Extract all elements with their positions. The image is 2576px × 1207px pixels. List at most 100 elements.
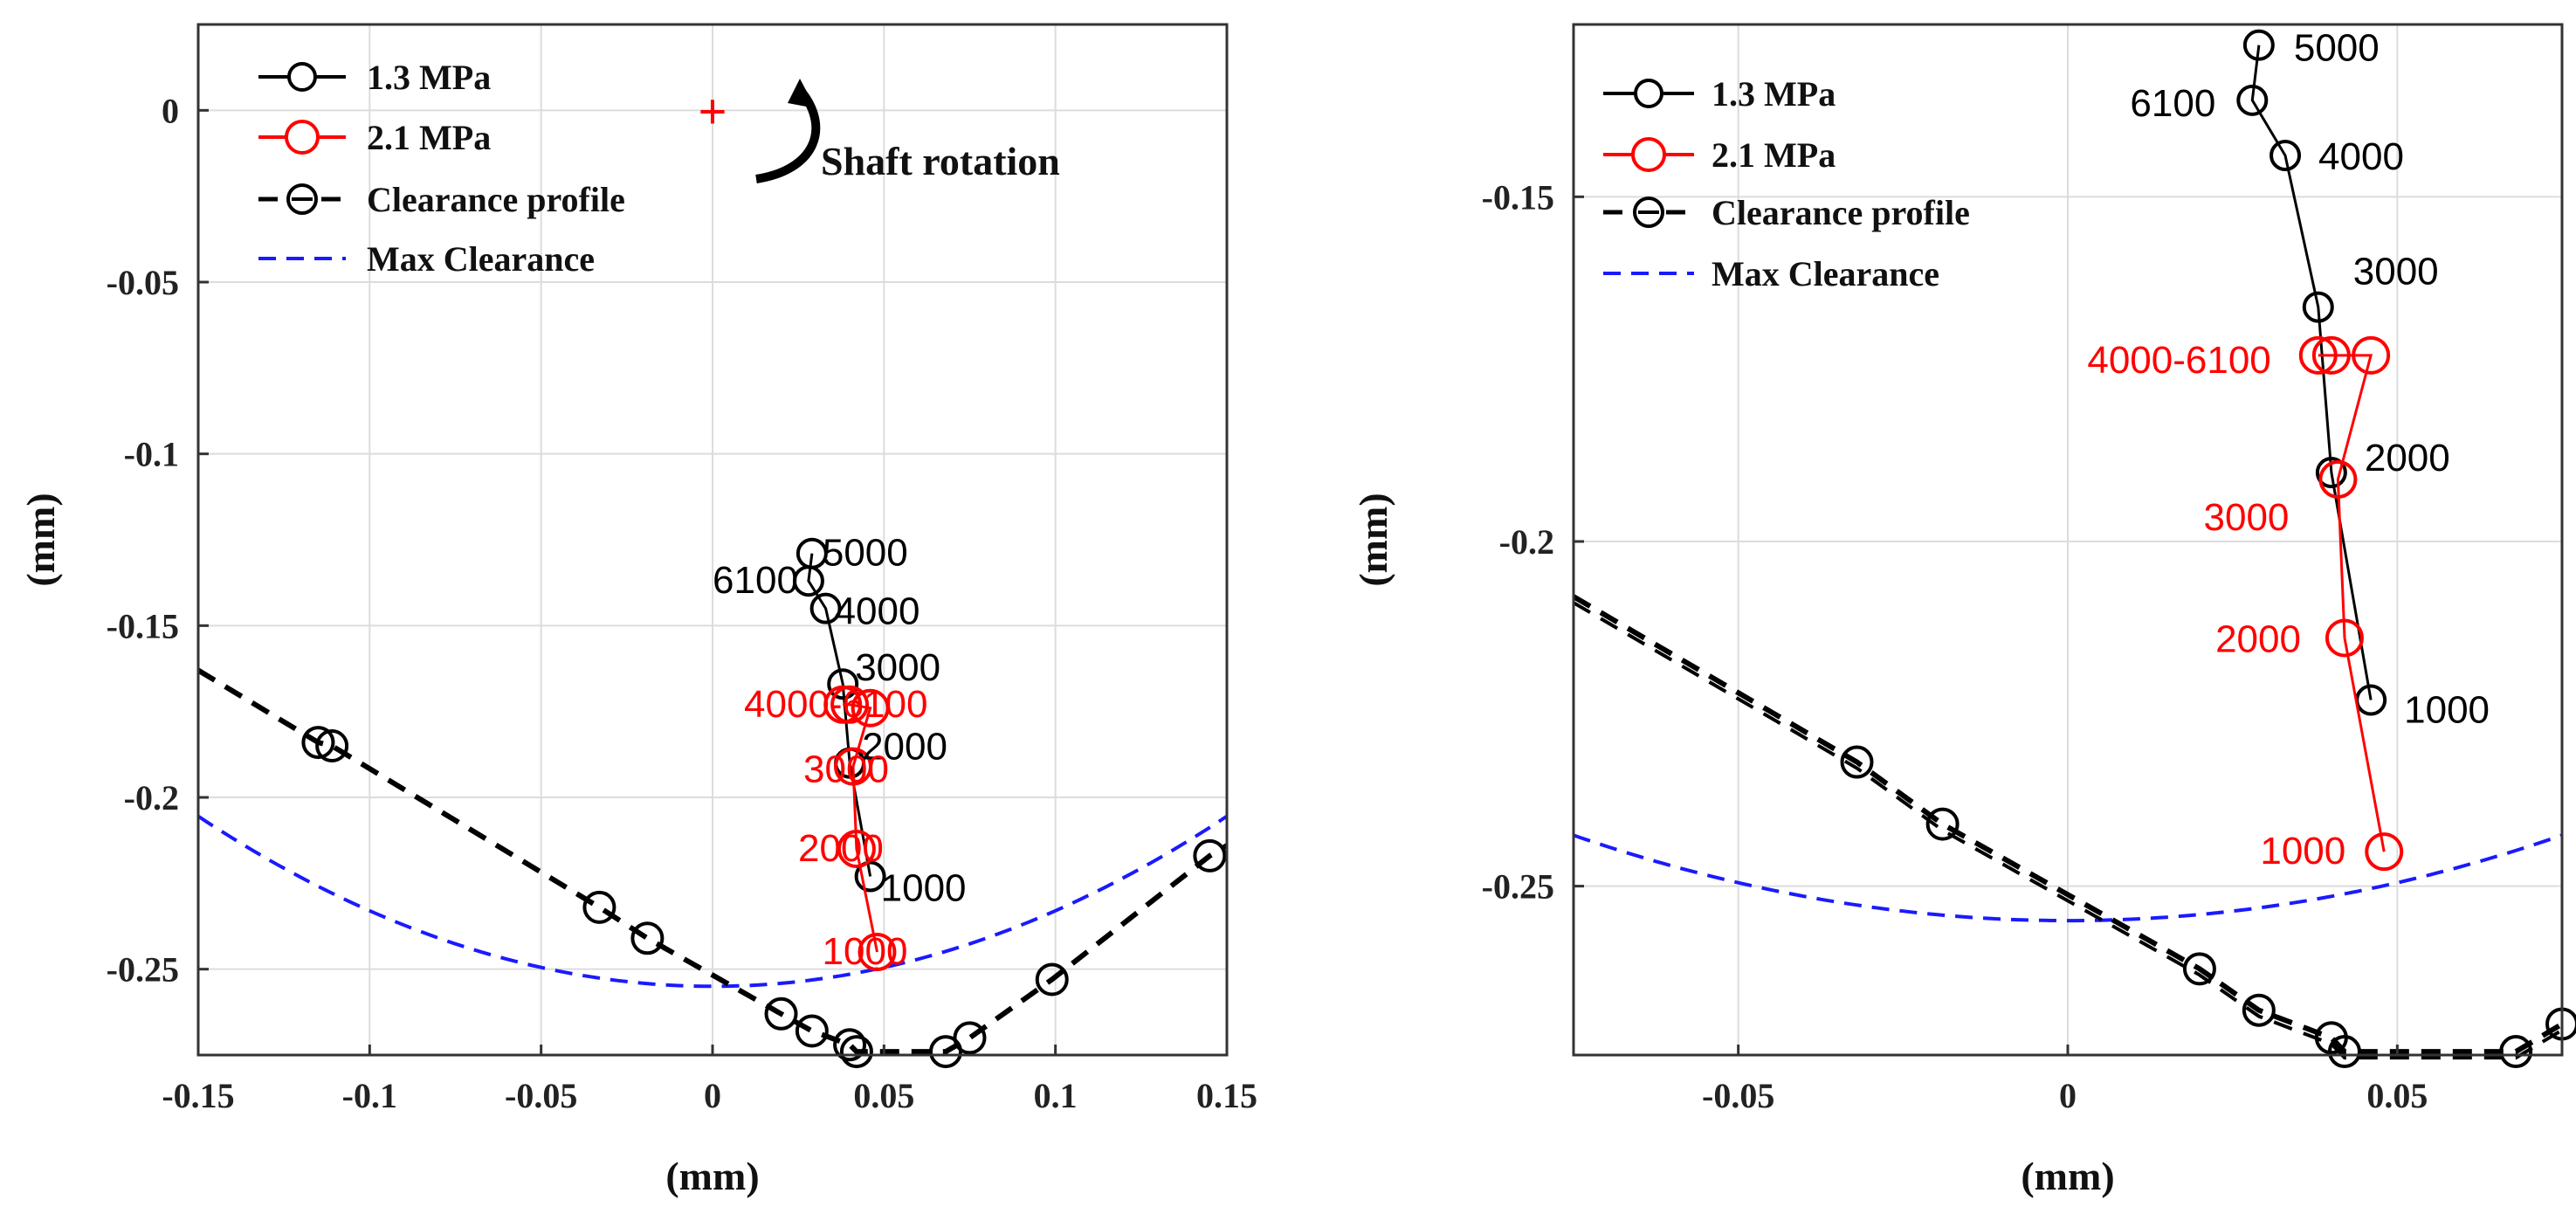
left-y-axis-label: (mm): [18, 493, 63, 586]
left-2-1mpa-label: 1000: [823, 930, 908, 973]
right-1-3mpa-label: 1000: [2404, 689, 2490, 732]
right-1-3mpa-point: [2302, 291, 2334, 323]
right-chart: -0.05 0 0.05 -0.15 -0.2 -0.25 5000 6100 4000 30…: [1351, 23, 2576, 1198]
right-2-1mpa-layer: [2298, 335, 2404, 872]
left-1-3mpa-point: [792, 565, 824, 597]
left-y-tick-label: -0.25: [107, 950, 179, 990]
right-1-3mpa-label: 2000: [2365, 437, 2450, 479]
left-clearance-point: [833, 1028, 867, 1062]
left-legend-marker-1-3mpa: [287, 62, 317, 92]
right-y-axis-label: (mm): [1351, 493, 1395, 586]
left-y-tick-label: -0.15: [107, 606, 179, 645]
left-y-tick-label: -0.2: [124, 778, 179, 817]
right-1-3mpa-label: 4000: [2318, 135, 2404, 178]
right-2-1mpa-point: [2311, 335, 2351, 375]
left-y-tick-label: 0: [162, 91, 179, 130]
left-2-1mpa-layer: [823, 685, 897, 971]
right-1-3mpa-label: 3000: [2353, 251, 2439, 293]
left-1-3mpa-point: [827, 668, 859, 700]
left-y-tick-label: -0.05: [107, 263, 179, 302]
left-clearance-point: [795, 1014, 829, 1048]
left-x-axis-label: (mm): [665, 1154, 759, 1198]
right-legend-label-max: Max Clearance: [1712, 254, 1939, 293]
shaft-center-marker: +: [699, 83, 727, 138]
right-y-tick-label: -0.2: [1499, 522, 1554, 562]
right-clearance-line: [1572, 594, 2564, 1055]
left-clearance-point: [301, 726, 335, 760]
right-clearance-point: [2182, 952, 2216, 986]
right-1-3mpa-label: 5000: [2294, 27, 2380, 70]
right-2-1mpa-label: 2000: [2215, 617, 2301, 660]
right-legend-label-1-3mpa: 1.3 MPa: [1712, 74, 1836, 114]
right-legend-label-2-1mpa: 2.1 MPa: [1712, 135, 1836, 175]
left-1-3mpa-point: [854, 860, 886, 893]
left-y-ticks: 0 -0.05 -0.1 -0.15 -0.2 -0.25: [107, 91, 209, 990]
left-2-1mpa-point: [830, 685, 870, 724]
right-x-tick-label: 0: [2059, 1076, 2077, 1115]
right-legend: 1.3 MPa 2.1 MPa Clearance profile Max Cl…: [1603, 74, 1970, 293]
left-clearance-point: [1193, 838, 1227, 872]
right-x-axis-label: (mm): [2021, 1154, 2114, 1198]
right-2-1mpa-point: [2365, 832, 2404, 872]
left-legend: 1.3 MPa 2.1 MPa Clearance profile Max Cl…: [258, 58, 625, 279]
right-legend-marker-1-3mpa: [1634, 79, 1663, 108]
left-clearance-point: [764, 997, 798, 1031]
right-y-ticks: -0.15 -0.2 -0.25: [1482, 177, 1584, 907]
right-1-3mpa-point: [2315, 457, 2347, 489]
right-clearance-line-2: [1572, 601, 2564, 1060]
left-2-1mpa-point: [851, 688, 890, 728]
left-1-3mpa-label: 1000: [881, 866, 967, 909]
right-clearance-point: [1925, 807, 1960, 841]
right-2-1mpa-label: 4000-6100: [2087, 339, 2270, 382]
left-x-tick-label: -0.05: [505, 1076, 577, 1115]
right-1-3mpa-point: [2242, 29, 2275, 61]
left-1-3mpa-label: 2000: [862, 726, 947, 769]
right-legend-label-clearance: Clearance profile: [1712, 193, 1970, 232]
left-1-3mpa-label: 3000: [855, 646, 940, 689]
left-clearance-point: [953, 1021, 987, 1055]
right-max-clearance-line: [1573, 833, 2563, 923]
left-clearance-layer: [196, 667, 1229, 1069]
left-point-labels: 5000610040003000200010004000-61003000200…: [713, 532, 966, 973]
right-2-1mpa-point: [2352, 335, 2391, 375]
left-2-1mpa-label: 4000-6100: [744, 683, 927, 726]
right-x-ticks: -0.05 0 0.05: [1702, 1045, 2428, 1115]
left-clearance-point: [315, 729, 349, 762]
left-x-tick-label: 0: [704, 1076, 721, 1115]
left-clearance-line: [196, 667, 1229, 1055]
left-2-1mpa-point: [858, 933, 897, 971]
right-point-labels: 5000 6100 4000 3000 2000 1000 4000-6100 3000 200…: [2087, 27, 2490, 872]
right-1-3mpa-point: [2236, 84, 2269, 116]
shaft-rotation-label: Shaft rotation: [821, 139, 1060, 183]
right-2-1mpa-line: [2318, 354, 2386, 852]
right-max-clearance-layer: [1573, 833, 2563, 923]
left-2-1mpa-label: 3000: [803, 748, 889, 791]
right-y-tick-label: -0.15: [1482, 177, 1554, 217]
left-clearance-point: [839, 1035, 873, 1069]
rotation-arrowhead-icon: [788, 79, 816, 108]
left-clearance-point: [1035, 962, 1069, 997]
left-y-tick-label: -0.1: [124, 435, 179, 474]
left-2-1mpa-label: 2000: [798, 827, 884, 870]
right-2-1mpa-point: [2298, 335, 2338, 375]
left-max-clearance-layer: [196, 814, 1229, 989]
left-2-1mpa-point: [833, 747, 872, 786]
left-x-tick-label: 0.15: [1196, 1076, 1257, 1115]
left-legend-label-2-1mpa: 2.1 MPa: [367, 118, 491, 157]
left-1-3mpa-point: [809, 592, 842, 624]
left-legend-marker-2-1mpa: [285, 120, 320, 155]
left-x-ticks: -0.15 -0.1 -0.05 0 0.05 0.1 0.15: [162, 1045, 1257, 1115]
left-x-tick-label: 0.1: [1034, 1076, 1078, 1115]
left-1-3mpa-label: 5000: [823, 532, 908, 575]
right-x-tick-label: -0.05: [1702, 1076, 1774, 1115]
left-x-tick-label: 0.05: [853, 1076, 914, 1115]
right-clearance-point: [2327, 1035, 2361, 1069]
right-y-tick-label: -0.25: [1482, 867, 1554, 907]
left-max-clearance-line: [196, 814, 1229, 989]
left-1-3mpa-layer: [792, 537, 886, 893]
right-legend-marker-2-1mpa: [1631, 137, 1666, 172]
left-x-tick-label: -0.15: [162, 1076, 234, 1115]
right-2-1mpa-point: [2318, 459, 2358, 499]
right-x-tick-label: 0.05: [2366, 1076, 2428, 1115]
